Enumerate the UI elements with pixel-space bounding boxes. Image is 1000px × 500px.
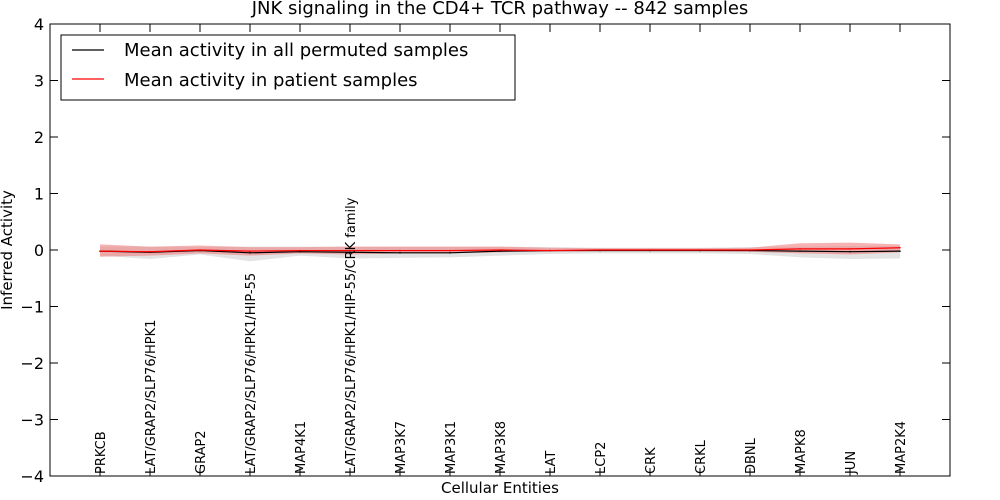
chart-title: JNK signaling in the CD4+ TCR pathway --… (251, 0, 749, 19)
x-tick-label: MAP3K7 (394, 421, 409, 474)
y-tick-label: 2 (34, 128, 44, 147)
point-series-0-4 (299, 250, 301, 253)
point-series-1-16 (899, 246, 901, 249)
point-series-1-7 (449, 249, 451, 252)
point-series-1-10 (599, 249, 601, 251)
point-series-1-2 (199, 249, 201, 251)
x-tick-label: MAP4K1 (294, 421, 309, 474)
y-tick-label: 0 (34, 241, 44, 260)
point-series-1-8 (499, 249, 501, 251)
y-tick-label: 3 (34, 72, 44, 91)
point-series-0-14 (799, 250, 801, 252)
point-series-0-7 (449, 252, 451, 254)
y-tick-label: −1 (20, 298, 44, 317)
x-tick-label: MAP3K8 (494, 421, 509, 474)
point-series-1-6 (399, 249, 401, 252)
x-axis-label: Cellular Entities (441, 479, 559, 497)
point-series-1-11 (649, 249, 651, 251)
point-series-1-15 (849, 248, 851, 250)
point-series-1-5 (349, 249, 351, 252)
legend-label-permuted: Mean activity in all permuted samples (124, 40, 468, 61)
y-tick-label: −3 (20, 411, 44, 430)
point-series-0-16 (899, 250, 901, 252)
legend-box (60, 34, 516, 101)
point-series-1-1 (149, 250, 151, 253)
x-tick-label: MAPK8 (794, 429, 809, 474)
x-tick-label: MAP3K1 (444, 421, 459, 474)
point-series-1-4 (299, 249, 301, 252)
x-tick-label: LAT (544, 451, 559, 474)
y-tick-label: −2 (20, 354, 44, 373)
x-tick-label: GRAP2 (194, 430, 209, 474)
series-lines (99, 246, 901, 254)
point-series-0-8 (499, 250, 501, 252)
x-tick-label: DBNL (744, 437, 759, 474)
y-axis-label: Inferred Activity (0, 190, 16, 310)
point-series-1-0 (99, 250, 101, 252)
x-tick-label: JUN (844, 451, 859, 475)
point-series-1-12 (699, 249, 701, 251)
y-tick-label: 4 (34, 15, 44, 34)
point-series-1-13 (749, 249, 751, 251)
point-series-0-6 (399, 252, 401, 254)
x-tick-label: LAT/GRAP2/SLP76/HPK1/HIP-55/CRK family (344, 197, 359, 474)
x-tick-label: LAT/GRAP2/SLP76/HPK1/HIP-55 (244, 273, 259, 474)
point-series-1-3 (249, 250, 251, 252)
legend-label-patient: Mean activity in patient samples (124, 70, 418, 91)
point-series-0-15 (849, 250, 851, 253)
legend: Mean activity in all permuted samples Me… (60, 34, 516, 101)
y-tick-label: 1 (34, 185, 44, 204)
y-tick-label: −4 (20, 467, 44, 486)
x-tick-label: MAP2K4 (894, 421, 909, 474)
point-series-1-14 (799, 248, 801, 250)
x-axis: PRKCB LAT/GRAP2/SLP76/HPK1 GRAP2 LAT/GRAP2/… (94, 24, 909, 476)
x-tick-label: LAT/GRAP2/SLP76/HPK1 (144, 320, 159, 474)
x-tick-label: CRKL (694, 439, 709, 474)
x-tick-label: LCP2 (594, 442, 609, 474)
point-series-0-3 (249, 252, 251, 254)
x-tick-label: CRK (644, 447, 659, 474)
point-series-1-9 (549, 249, 551, 252)
point-series-0-5 (349, 251, 351, 254)
x-tick-label: PRKCB (94, 431, 109, 474)
y-axis: −4 −3 −2 −1 0 1 2 3 4 (20, 15, 950, 486)
